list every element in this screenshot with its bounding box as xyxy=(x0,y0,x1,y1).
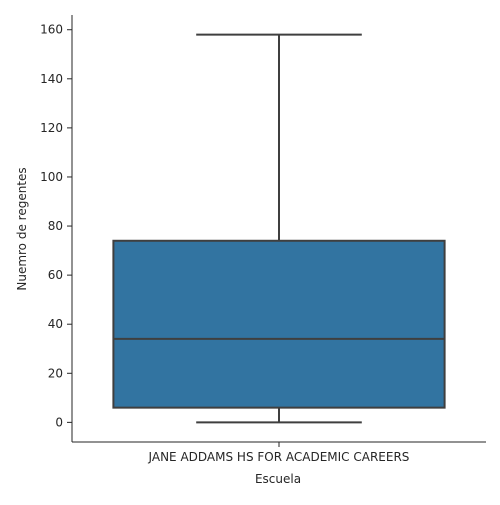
y-tick-label: 0 xyxy=(55,415,63,429)
y-tick-label: 120 xyxy=(40,121,63,135)
x-tick-label: JANE ADDAMS HS FOR ACADEMIC CAREERS xyxy=(148,450,410,464)
y-tick-label: 40 xyxy=(48,317,63,331)
y-axis-label: Nuemro de regentes xyxy=(15,167,29,290)
x-axis-label: Escuela xyxy=(255,472,301,486)
y-tick-label: 80 xyxy=(48,219,63,233)
y-tick-label: 160 xyxy=(40,23,63,37)
plot-layer xyxy=(113,35,444,423)
y-tick-label: 60 xyxy=(48,268,63,282)
y-tick-label: 140 xyxy=(40,72,63,86)
y-tick-label: 100 xyxy=(40,170,63,184)
y-tick-label: 20 xyxy=(48,366,63,380)
iqr-box xyxy=(113,241,444,408)
